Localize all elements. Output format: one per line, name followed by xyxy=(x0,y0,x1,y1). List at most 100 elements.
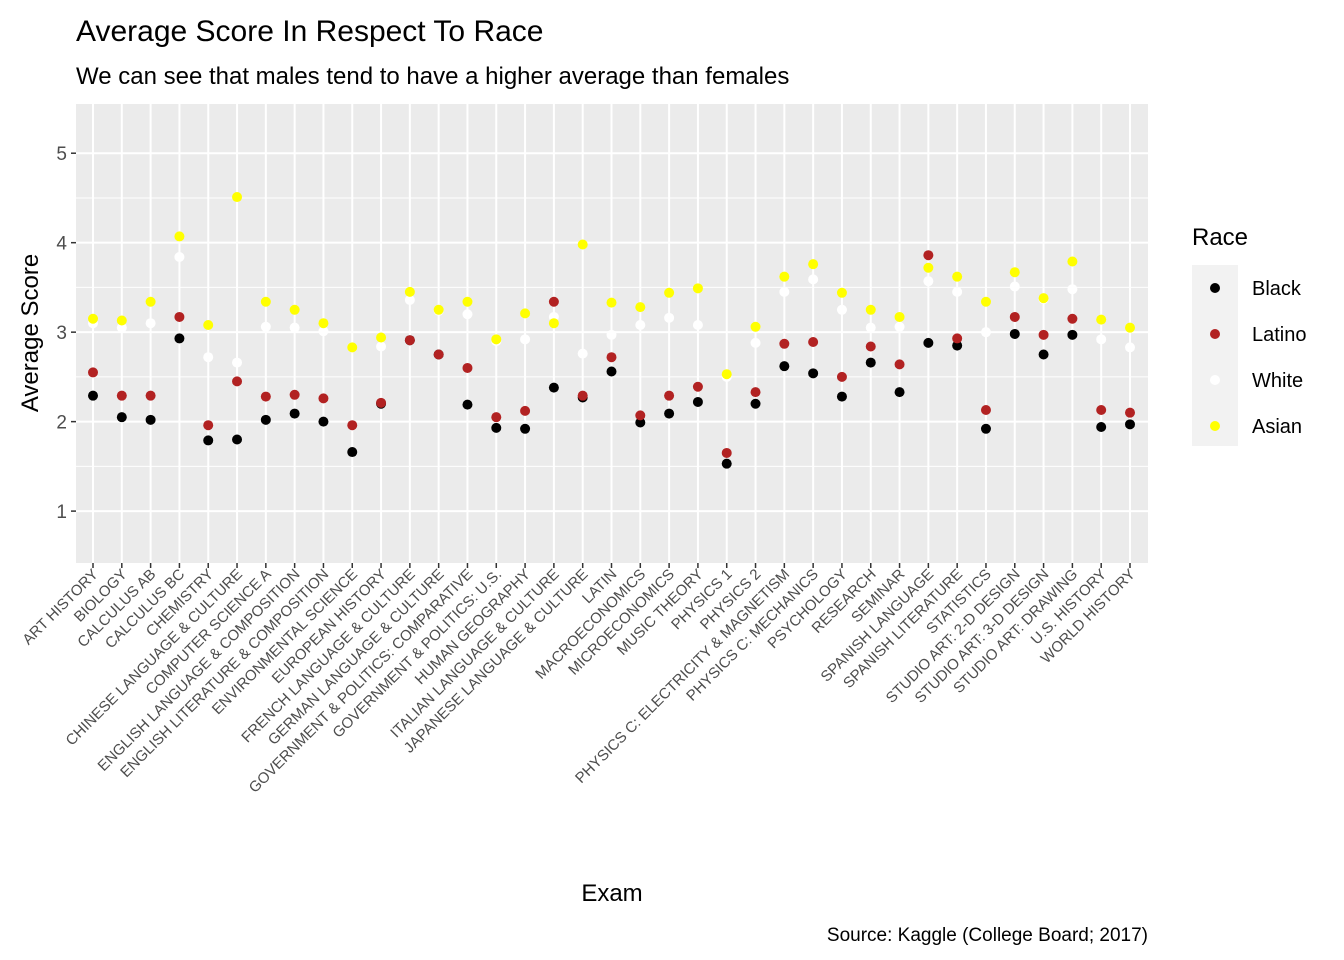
point-white xyxy=(318,326,329,337)
point-black xyxy=(145,414,156,425)
point-asian xyxy=(923,262,934,273)
point-asian xyxy=(1067,256,1078,267)
point-black xyxy=(1096,422,1107,432)
legend-key-latino xyxy=(1210,329,1220,339)
legend-key-background xyxy=(1192,265,1238,446)
point-latino xyxy=(1038,329,1049,340)
point-latino xyxy=(548,296,559,307)
point-white xyxy=(980,327,991,338)
point-asian xyxy=(664,287,675,298)
point-asian xyxy=(260,296,271,307)
point-latino xyxy=(462,362,473,373)
point-latino xyxy=(664,390,675,401)
point-asian xyxy=(520,308,531,319)
point-white xyxy=(692,320,703,330)
legend-key-asian xyxy=(1210,421,1220,431)
point-latino xyxy=(433,349,444,360)
point-asian xyxy=(750,321,761,332)
point-asian xyxy=(1038,293,1049,304)
point-white xyxy=(1125,342,1135,353)
point-asian xyxy=(836,287,847,298)
point-black xyxy=(520,423,531,434)
point-black xyxy=(203,435,214,446)
point-black xyxy=(808,368,819,379)
chart-subtitle: We can see that males tend to have a hig… xyxy=(76,63,789,90)
point-latino xyxy=(318,393,329,404)
point-white xyxy=(116,322,127,333)
point-asian xyxy=(980,296,991,307)
legend-key-black xyxy=(1210,283,1220,293)
point-black xyxy=(174,333,185,344)
point-latino xyxy=(376,397,387,408)
point-latino xyxy=(520,405,531,416)
point-asian xyxy=(174,231,185,242)
legend-label-white: White xyxy=(1252,370,1303,392)
point-asian xyxy=(116,315,127,326)
point-asian xyxy=(145,296,156,307)
point-black xyxy=(750,398,761,409)
point-latino xyxy=(894,359,905,370)
point-latino xyxy=(203,420,214,431)
point-asian xyxy=(721,369,732,380)
y-tick-label: 2 xyxy=(56,413,67,434)
point-white xyxy=(894,321,905,332)
point-latino xyxy=(260,391,271,402)
point-latino xyxy=(116,390,127,401)
point-black xyxy=(1125,419,1135,430)
point-black xyxy=(260,414,271,425)
point-black xyxy=(692,396,703,407)
point-latino xyxy=(347,420,358,431)
point-latino xyxy=(174,311,185,322)
y-tick-label: 5 xyxy=(56,144,67,165)
point-white xyxy=(836,304,847,315)
point-black xyxy=(606,366,617,377)
point-asian xyxy=(577,239,588,250)
point-asian xyxy=(635,302,646,313)
point-latino xyxy=(952,333,963,344)
y-tick-label: 4 xyxy=(56,234,67,255)
point-white xyxy=(606,329,617,340)
point-white xyxy=(808,274,819,285)
point-white xyxy=(952,286,963,297)
point-latino xyxy=(750,387,761,398)
point-white xyxy=(577,348,588,359)
legend-label-black: Black xyxy=(1252,278,1302,300)
point-latino xyxy=(808,337,819,347)
point-latino xyxy=(491,412,502,423)
point-asian xyxy=(347,342,358,353)
point-latino xyxy=(289,389,300,400)
point-latino xyxy=(145,390,156,401)
grid xyxy=(76,104,1148,563)
point-black xyxy=(1009,328,1020,339)
legend-label-asian: Asian xyxy=(1252,416,1302,438)
y-tick-label: 1 xyxy=(56,502,67,523)
point-latino xyxy=(88,367,98,378)
point-asian xyxy=(491,334,502,345)
point-white xyxy=(289,322,300,333)
point-black xyxy=(116,412,127,423)
point-white xyxy=(664,312,675,323)
point-asian xyxy=(318,318,329,329)
legend-title: Race xyxy=(1192,224,1248,251)
point-asian xyxy=(1125,322,1135,333)
point-white xyxy=(635,320,646,330)
point-white xyxy=(1067,284,1078,295)
point-asian xyxy=(376,332,387,343)
point-asian xyxy=(433,304,444,315)
point-asian xyxy=(203,320,214,330)
point-latino xyxy=(404,335,415,346)
point-asian xyxy=(462,296,473,307)
point-latino xyxy=(1009,311,1020,322)
point-black xyxy=(232,434,243,445)
point-latino xyxy=(923,250,934,261)
point-black xyxy=(779,361,790,372)
point-black xyxy=(635,417,646,428)
point-latino xyxy=(779,338,790,349)
point-black xyxy=(664,408,675,419)
point-latino xyxy=(1125,407,1135,418)
point-white xyxy=(376,341,387,352)
point-black xyxy=(980,423,991,434)
point-black xyxy=(491,422,502,433)
point-asian xyxy=(606,297,617,308)
